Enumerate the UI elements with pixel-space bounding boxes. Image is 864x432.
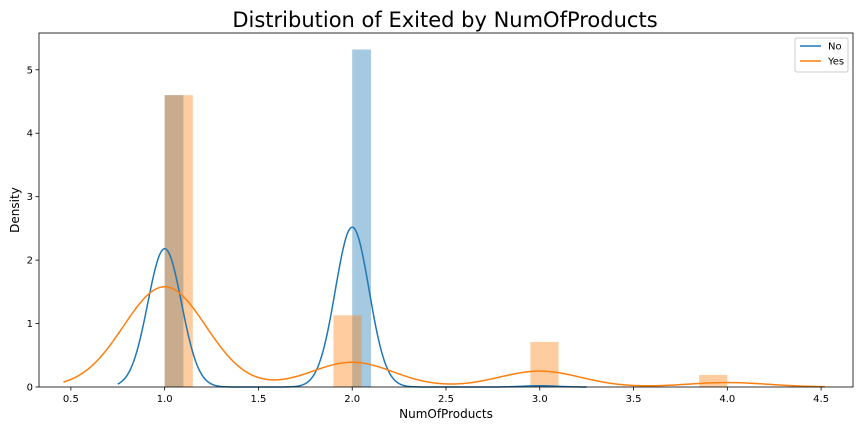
x-tick-label: 2.0 bbox=[344, 394, 360, 405]
y-axis-label: Density bbox=[8, 187, 22, 233]
plot-area bbox=[38, 32, 854, 388]
hist-bar-yes-3 bbox=[699, 374, 728, 387]
x-tick-label: 1.0 bbox=[157, 394, 173, 405]
y-tick-label: 2 bbox=[27, 256, 33, 267]
y-tick-label: 5 bbox=[27, 65, 33, 76]
x-axis-label: NumOfProducts bbox=[399, 407, 493, 421]
y-tick-label: 0 bbox=[27, 383, 33, 394]
x-tick-label: 3.0 bbox=[532, 394, 548, 405]
x-tick-label: 2.5 bbox=[438, 394, 454, 405]
x-tick-label: 4.5 bbox=[813, 394, 829, 405]
hist-bar-no-1 bbox=[352, 49, 371, 387]
hist-bar-yes-2 bbox=[530, 341, 559, 387]
hist-bar-no-0 bbox=[164, 95, 184, 387]
y-axis: 0 1 2 3 4 5 bbox=[27, 65, 39, 394]
plot-frame bbox=[38, 32, 854, 388]
chart-title: Distribution of Exited by NumOfProducts bbox=[232, 8, 657, 32]
x-tick-label: 4.0 bbox=[719, 394, 735, 405]
x-tick-label: 1.5 bbox=[250, 394, 266, 405]
y-tick-label: 1 bbox=[27, 319, 33, 330]
kde-line-yes bbox=[63, 286, 825, 388]
legend-label-no: No bbox=[828, 42, 842, 53]
x-axis: 0.5 1.0 1.5 2.0 2.5 3.0 3.5 4.0 4.5 bbox=[63, 387, 829, 405]
x-tick-label: 0.5 bbox=[63, 394, 79, 405]
y-tick-label: 4 bbox=[27, 129, 33, 140]
y-tick-label: 3 bbox=[27, 192, 33, 203]
legend: No Yes bbox=[794, 37, 849, 73]
hist-bar-yes-0 bbox=[164, 95, 193, 387]
x-tick-label: 3.5 bbox=[626, 394, 642, 405]
hist-bar-yes-1 bbox=[333, 315, 362, 387]
legend-label-yes: Yes bbox=[827, 57, 844, 68]
